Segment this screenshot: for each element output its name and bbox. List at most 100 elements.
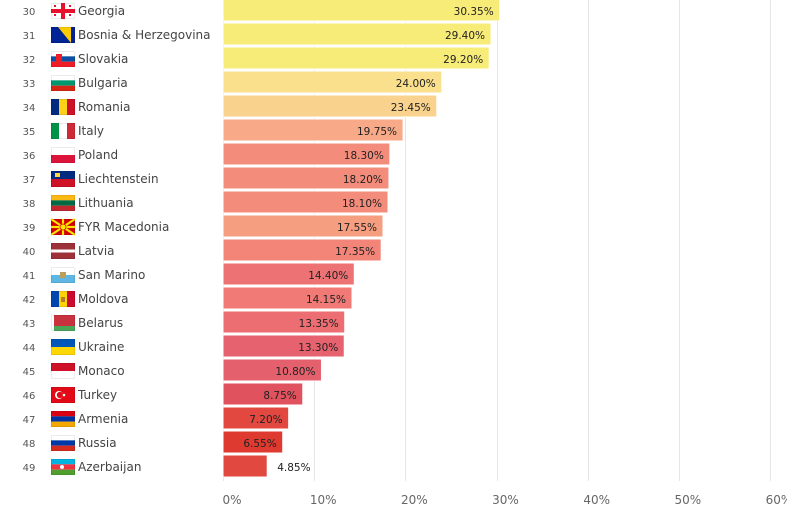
country-label: Romania <box>78 100 130 114</box>
azerbaijan-flag-icon <box>51 459 75 475</box>
data-label: 8.75% <box>263 390 296 402</box>
rank-label: 30 <box>23 7 36 18</box>
rank-label: 46 <box>23 391 36 402</box>
data-label: 23.45% <box>391 102 431 114</box>
data-label: 24.00% <box>396 78 436 90</box>
rank-label: 38 <box>23 199 36 210</box>
bar-san-marino[interactable] <box>222 262 355 286</box>
data-label: 13.30% <box>298 342 338 354</box>
bar-italy[interactable] <box>222 118 404 142</box>
row-labels: 30 Georgia 31 Bosnia & Herzegovina 32 Slovaki… <box>23 3 210 475</box>
data-label: 14.40% <box>308 270 348 282</box>
rank-label: 48 <box>23 439 36 450</box>
bar-bosnia-herzegovina[interactable] <box>222 22 492 46</box>
country-label: Russia <box>78 436 117 450</box>
country-label: Italy <box>78 124 104 138</box>
macedonia-flag-icon <box>50 218 76 236</box>
bulgaria-flag-icon <box>51 75 75 91</box>
x-axis-ticks: 0% 10% 20% 30% 40% 50% 60% <box>222 493 787 507</box>
country-label: Bosnia & Herzegovina <box>78 28 210 42</box>
rank-label: 49 <box>23 463 36 474</box>
rank-label: 36 <box>23 151 36 162</box>
data-label: 14.15% <box>306 294 346 306</box>
country-label: Turkey <box>77 388 117 402</box>
bar-russia[interactable] <box>222 430 284 454</box>
slovakia-flag-icon <box>51 51 75 67</box>
bar-georgia[interactable] <box>222 0 501 22</box>
bar-slovakia[interactable] <box>222 46 490 70</box>
x-tick-label: 60% <box>766 493 787 507</box>
country-label: FYR Macedonia <box>78 220 169 234</box>
country-label: Slovakia <box>78 52 128 66</box>
country-label: Liechtenstein <box>78 172 159 186</box>
country-label: Monaco <box>78 364 125 378</box>
rank-label: 41 <box>23 271 36 282</box>
romania-flag-icon <box>51 99 75 115</box>
rank-label: 37 <box>23 175 36 186</box>
bosnia-flag-icon <box>51 27 75 43</box>
bar-monaco[interactable] <box>222 358 322 382</box>
country-label: Ukraine <box>78 340 124 354</box>
x-tick-label: 40% <box>583 493 610 507</box>
rank-label: 40 <box>23 247 36 258</box>
liechtenstein-flag-icon <box>51 171 75 187</box>
country-label: Armenia <box>78 412 128 426</box>
x-tick-label: 30% <box>492 493 519 507</box>
rank-label: 35 <box>23 127 36 138</box>
bar-poland[interactable] <box>222 142 391 166</box>
belarus-flag-icon <box>51 315 75 331</box>
country-label: San Marino <box>78 268 145 282</box>
country-label: Georgia <box>78 4 125 18</box>
turkey-flag-icon <box>51 387 75 403</box>
x-tick-label: 20% <box>401 493 428 507</box>
bar-azerbaijan[interactable] <box>222 454 268 478</box>
country-label: Bulgaria <box>78 76 128 90</box>
data-label: 29.40% <box>445 30 485 42</box>
rank-label: 44 <box>23 343 36 354</box>
rank-label: 32 <box>23 55 36 66</box>
bar-romania[interactable] <box>222 94 438 118</box>
data-label: 17.35% <box>335 246 375 258</box>
ukraine-flag-icon <box>51 339 75 355</box>
bar-fyr-macedonia[interactable] <box>222 214 384 238</box>
data-label: 30.35% <box>454 6 494 18</box>
data-label: 6.55% <box>243 438 276 450</box>
armenia-flag-icon <box>51 411 75 427</box>
x-tick-label: 0% <box>222 493 241 507</box>
rank-label: 31 <box>23 31 36 42</box>
x-tick-label: 50% <box>674 493 701 507</box>
data-label: 10.80% <box>275 366 315 378</box>
san-marino-flag-icon <box>51 267 75 283</box>
data-label: 7.20% <box>249 414 282 426</box>
data-label: 17.55% <box>337 222 377 234</box>
rank-label: 34 <box>23 103 36 114</box>
bar-belarus[interactable] <box>222 310 346 334</box>
data-label: 19.75% <box>357 126 397 138</box>
georgia-flag-icon <box>51 3 75 19</box>
rank-label: 39 <box>23 223 36 234</box>
bar-armenia[interactable] <box>222 406 290 430</box>
moldova-flag-icon <box>51 291 75 307</box>
bar-liechtenstein[interactable] <box>222 166 390 190</box>
rank-label: 43 <box>23 319 36 330</box>
bar-lithuania[interactable] <box>222 190 389 214</box>
data-label: 29.20% <box>443 54 483 66</box>
data-label: 13.35% <box>299 318 339 330</box>
rank-label: 47 <box>23 415 36 426</box>
bar-turkey[interactable] <box>222 382 304 406</box>
country-label: Lithuania <box>78 196 134 210</box>
bar-ukraine[interactable] <box>222 334 345 358</box>
lithuania-flag-icon <box>51 195 75 211</box>
bars: 30.35% 29.40% 29.20% 24.00% 23.45% 19.75% 18.3… <box>222 0 501 478</box>
latvia-flag-icon <box>51 243 75 259</box>
data-label: 18.10% <box>342 198 382 210</box>
bar-bulgaria[interactable] <box>222 70 443 94</box>
italy-flag-icon <box>51 123 75 139</box>
bar-latvia[interactable] <box>222 238 382 262</box>
bar-moldova[interactable] <box>222 286 353 310</box>
country-label: Azerbaijan <box>78 460 141 474</box>
x-tick-label: 10% <box>310 493 337 507</box>
data-label: 18.20% <box>343 174 383 186</box>
data-label: 18.30% <box>344 150 384 162</box>
